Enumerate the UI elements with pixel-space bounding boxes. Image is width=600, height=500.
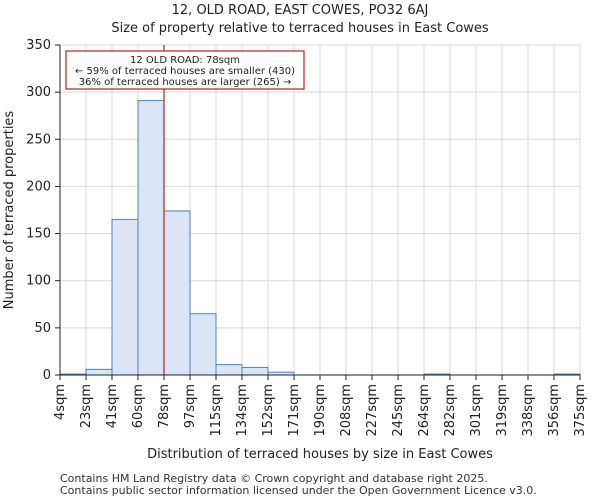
x-tick-label: 227sqm: [365, 384, 380, 437]
y-tick-label: 150: [26, 227, 51, 242]
x-tick-label: 301sqm: [469, 384, 484, 437]
x-tick-label: 60sqm: [131, 384, 146, 428]
x-tick-label: 208sqm: [339, 384, 354, 437]
y-tick-label: 50: [34, 321, 51, 336]
annotation-line-1: 12 OLD ROAD: 78sqm: [130, 55, 240, 66]
x-tick-label: 23sqm: [79, 384, 94, 428]
histogram-bar: [111, 218, 139, 376]
marker-layer: 12 OLD ROAD: 78sqm← 59% of terraced hous…: [65, 45, 305, 375]
y-tick-label: 350: [26, 38, 51, 53]
x-tick-label: 78sqm: [157, 384, 172, 428]
histogram-bar: [85, 368, 113, 376]
x-tick-label: 115sqm: [209, 384, 224, 437]
x-tick-label: 171sqm: [287, 384, 302, 437]
footer-line-2: Contains public sector information licen…: [60, 484, 537, 497]
x-tick-label: 245sqm: [391, 384, 406, 437]
tick-labels-layer: 0 50 100 150 200 250 300 350 4sqm 23sqm 41sqm 60sqm…: [26, 38, 588, 437]
x-tick-label: 338sqm: [521, 384, 536, 437]
chart-title-line-2: Size of property relative to terraced ho…: [111, 21, 489, 36]
y-axis-label: Number of terraced properties: [2, 111, 17, 310]
chart-title-line-1: 12, OLD ROAD, EAST COWES, PO32 6AJ: [172, 3, 429, 18]
y-tick-label: 0: [43, 368, 51, 383]
x-tick-label: 190sqm: [313, 384, 328, 437]
axes-layer: [55, 44, 581, 380]
annotation-box: [65, 50, 305, 90]
histogram-bar: [215, 364, 243, 376]
bars-layer: [59, 100, 581, 376]
histogram-bar: [241, 366, 269, 376]
x-tick-label: 134sqm: [235, 384, 250, 437]
y-tick-label: 300: [26, 85, 51, 100]
x-tick-label: 41sqm: [105, 384, 120, 428]
annotation-line-3: 36% of terraced houses are larger (265) …: [79, 77, 292, 88]
x-tick-label: 97sqm: [183, 384, 198, 428]
x-tick-label: 319sqm: [495, 384, 510, 437]
x-tick-label: 356sqm: [547, 384, 562, 437]
x-tick-label: 282sqm: [443, 384, 458, 437]
x-tick-label: 152sqm: [261, 384, 276, 437]
y-tick-label: 100: [26, 274, 51, 289]
x-tick-label: 375sqm: [573, 384, 588, 437]
histogram-bar: [137, 100, 165, 376]
y-tick-label: 200: [26, 179, 51, 194]
x-axis-label: Distribution of terraced houses by size …: [147, 447, 493, 462]
histogram-bar: [189, 313, 217, 376]
x-tick-label: 264sqm: [417, 384, 432, 437]
histogram-bar: [163, 210, 191, 376]
annotation-line-2: ← 59% of terraced houses are smaller (43…: [75, 66, 295, 77]
y-tick-label: 250: [26, 132, 51, 147]
footer-line-1: Contains HM Land Registry data © Crown c…: [60, 472, 488, 485]
x-tick-label: 4sqm: [53, 384, 68, 420]
